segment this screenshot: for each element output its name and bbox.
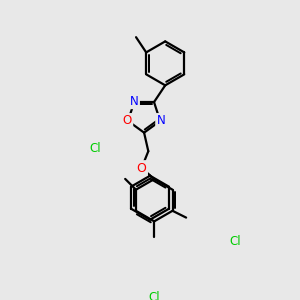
- Text: N: N: [130, 95, 139, 108]
- Text: Cl: Cl: [148, 291, 160, 300]
- Text: Cl: Cl: [89, 142, 100, 155]
- Text: O: O: [136, 162, 146, 175]
- Text: O: O: [122, 115, 132, 128]
- Text: N: N: [157, 115, 165, 128]
- Text: Cl: Cl: [229, 236, 241, 248]
